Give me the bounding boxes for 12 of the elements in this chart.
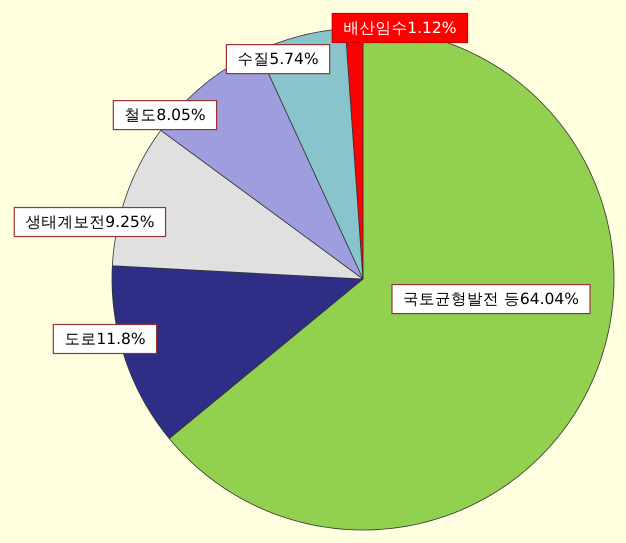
data-label: 철도8.05% [112, 100, 218, 130]
data-label: 국토균형발전 등64.04% [391, 284, 591, 314]
slice-label: 생태계보전9.25% [25, 213, 155, 232]
slice-label: 국토균형발전 등64.04% [402, 290, 580, 308]
data-label: 도로11.8% [52, 324, 158, 354]
data-label: 수질5.74% [226, 44, 330, 74]
slice-label: 철도8.05% [124, 106, 206, 124]
slice-label: 수질5.74% [237, 50, 319, 68]
data-label: 배산임수1.12% [332, 12, 468, 44]
slice-label: 도로11.8% [64, 330, 146, 348]
slice-label: 배산임수1.12% [343, 19, 457, 37]
data-label: 생태계보전9.25% [14, 206, 166, 238]
